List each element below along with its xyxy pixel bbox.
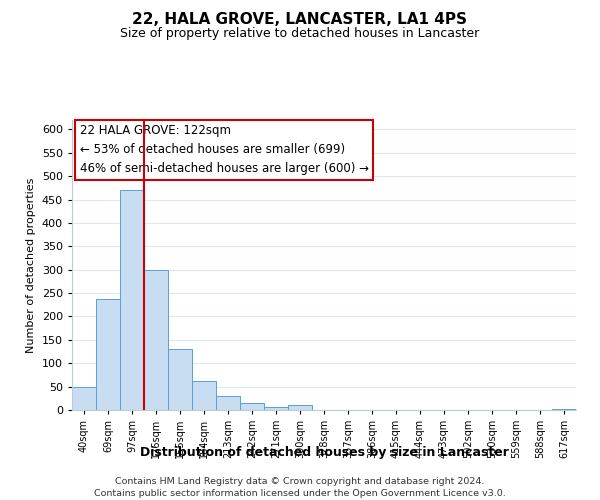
Y-axis label: Number of detached properties: Number of detached properties xyxy=(26,178,36,352)
Bar xyxy=(96,298,120,410)
Bar xyxy=(192,381,216,410)
Text: Contains public sector information licensed under the Open Government Licence v3: Contains public sector information licen… xyxy=(94,489,506,498)
Bar xyxy=(120,190,144,410)
Bar xyxy=(240,403,264,410)
Text: Size of property relative to detached houses in Lancaster: Size of property relative to detached ho… xyxy=(121,28,479,40)
Text: Distribution of detached houses by size in Lancaster: Distribution of detached houses by size … xyxy=(140,446,508,459)
Text: 22, HALA GROVE, LANCASTER, LA1 4PS: 22, HALA GROVE, LANCASTER, LA1 4PS xyxy=(133,12,467,28)
Text: Contains HM Land Registry data © Crown copyright and database right 2024.: Contains HM Land Registry data © Crown c… xyxy=(115,478,485,486)
Bar xyxy=(288,406,312,410)
Text: 22 HALA GROVE: 122sqm
← 53% of detached houses are smaller (699)
46% of semi-det: 22 HALA GROVE: 122sqm ← 53% of detached … xyxy=(80,124,368,176)
Bar xyxy=(264,406,288,410)
Bar xyxy=(552,408,576,410)
Bar xyxy=(72,386,96,410)
Bar xyxy=(144,270,168,410)
Bar xyxy=(216,396,240,410)
Bar xyxy=(168,349,192,410)
